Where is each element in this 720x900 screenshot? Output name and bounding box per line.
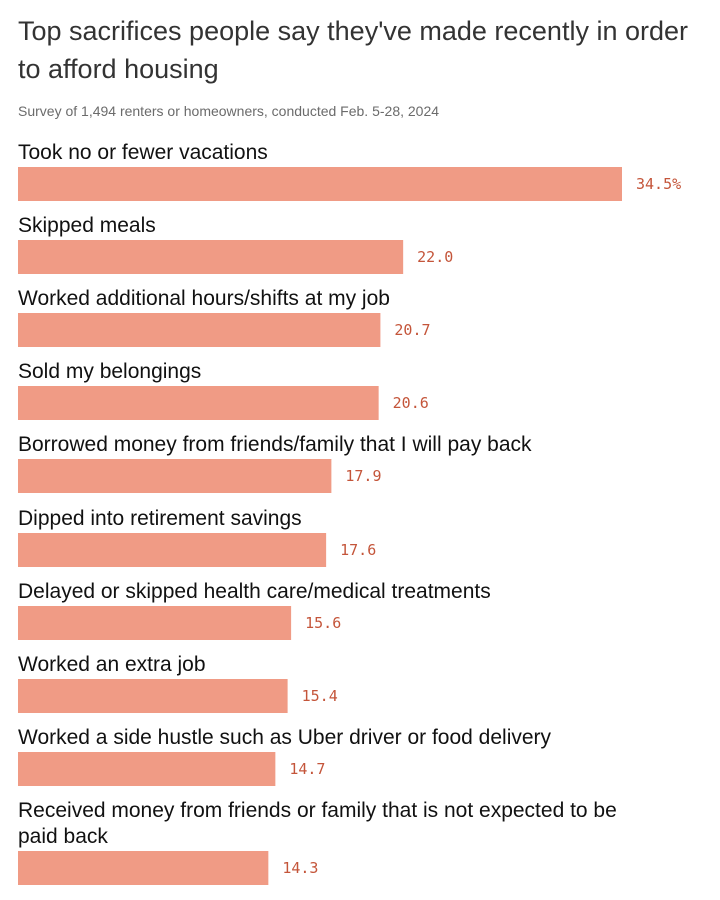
bar [18, 313, 381, 347]
category-label: Took no or fewer vacations [18, 141, 268, 164]
value-label: 20.6 [393, 394, 429, 412]
value-label: 20.7 [394, 321, 430, 339]
bar [18, 533, 327, 567]
bar [18, 752, 276, 786]
category-label: Worked a side hustle such as Uber driver… [18, 726, 552, 749]
category-label: Sold my belongings [18, 360, 201, 383]
category-label: Skipped meals [18, 214, 156, 237]
value-label: 14.7 [289, 760, 325, 778]
value-label: 17.9 [345, 467, 381, 485]
value-label: 34.5% [636, 175, 681, 193]
value-label: 15.6 [305, 614, 341, 632]
bar [18, 459, 332, 493]
chart-subtitle: Survey of 1,494 renters or homeowners, c… [18, 103, 440, 119]
value-label: 22.0 [417, 248, 453, 266]
bar [18, 240, 404, 274]
bar [18, 679, 288, 713]
value-label: 17.6 [340, 541, 376, 559]
bar [18, 167, 622, 201]
bar [18, 606, 292, 640]
chart-title: Top sacrifices people say they've made r… [18, 16, 688, 84]
category-label: Worked additional hours/shifts at my job [18, 287, 390, 310]
category-label: Delayed or skipped health care/medical t… [18, 580, 491, 603]
value-label: 14.3 [282, 859, 318, 877]
category-label: Dipped into retirement savings [18, 507, 302, 530]
category-label: Borrowed money from friends/family that … [18, 433, 532, 456]
value-label: 15.4 [302, 687, 338, 705]
bar [18, 851, 269, 885]
category-label: Worked an extra job [18, 653, 206, 676]
category-label: Received money from friends or family th… [18, 799, 617, 848]
bar [18, 386, 379, 420]
